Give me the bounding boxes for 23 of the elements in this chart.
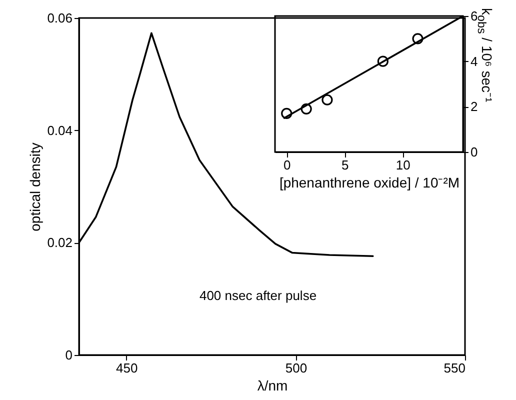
point (281, 108, 292, 119)
y-tick-label: 4 (470, 54, 478, 69)
x-axis-title: [phenanthrene oxide] / 10⁻²M (279, 174, 460, 190)
x-tick-label: 450 (116, 360, 138, 376)
y-tick-label: 0.04 (47, 122, 72, 138)
x-tick-label: 0 (283, 158, 291, 172)
point (322, 94, 333, 106)
y-tick-label: 0.02 (47, 235, 72, 250)
annotation: 400 nsec after pulse (199, 288, 317, 303)
y-tick-label: 6 (470, 8, 478, 24)
x-tick-label: 5 (342, 158, 349, 172)
y-tick-label: 0 (65, 348, 72, 362)
y-tick-label: 2 (470, 99, 478, 114)
point (300, 103, 312, 114)
x-axis-title: λ/nm (257, 378, 288, 394)
y-axis-title: optical density (27, 142, 44, 232)
x-tick-label: 500 (285, 360, 308, 376)
x-tick-label: 10 (396, 158, 410, 172)
point (412, 33, 424, 44)
point (377, 56, 388, 67)
y-tick-label: 0.06 (47, 10, 72, 26)
x-tick-label: 550 (444, 360, 466, 376)
y-tick-label: 0 (470, 144, 478, 160)
